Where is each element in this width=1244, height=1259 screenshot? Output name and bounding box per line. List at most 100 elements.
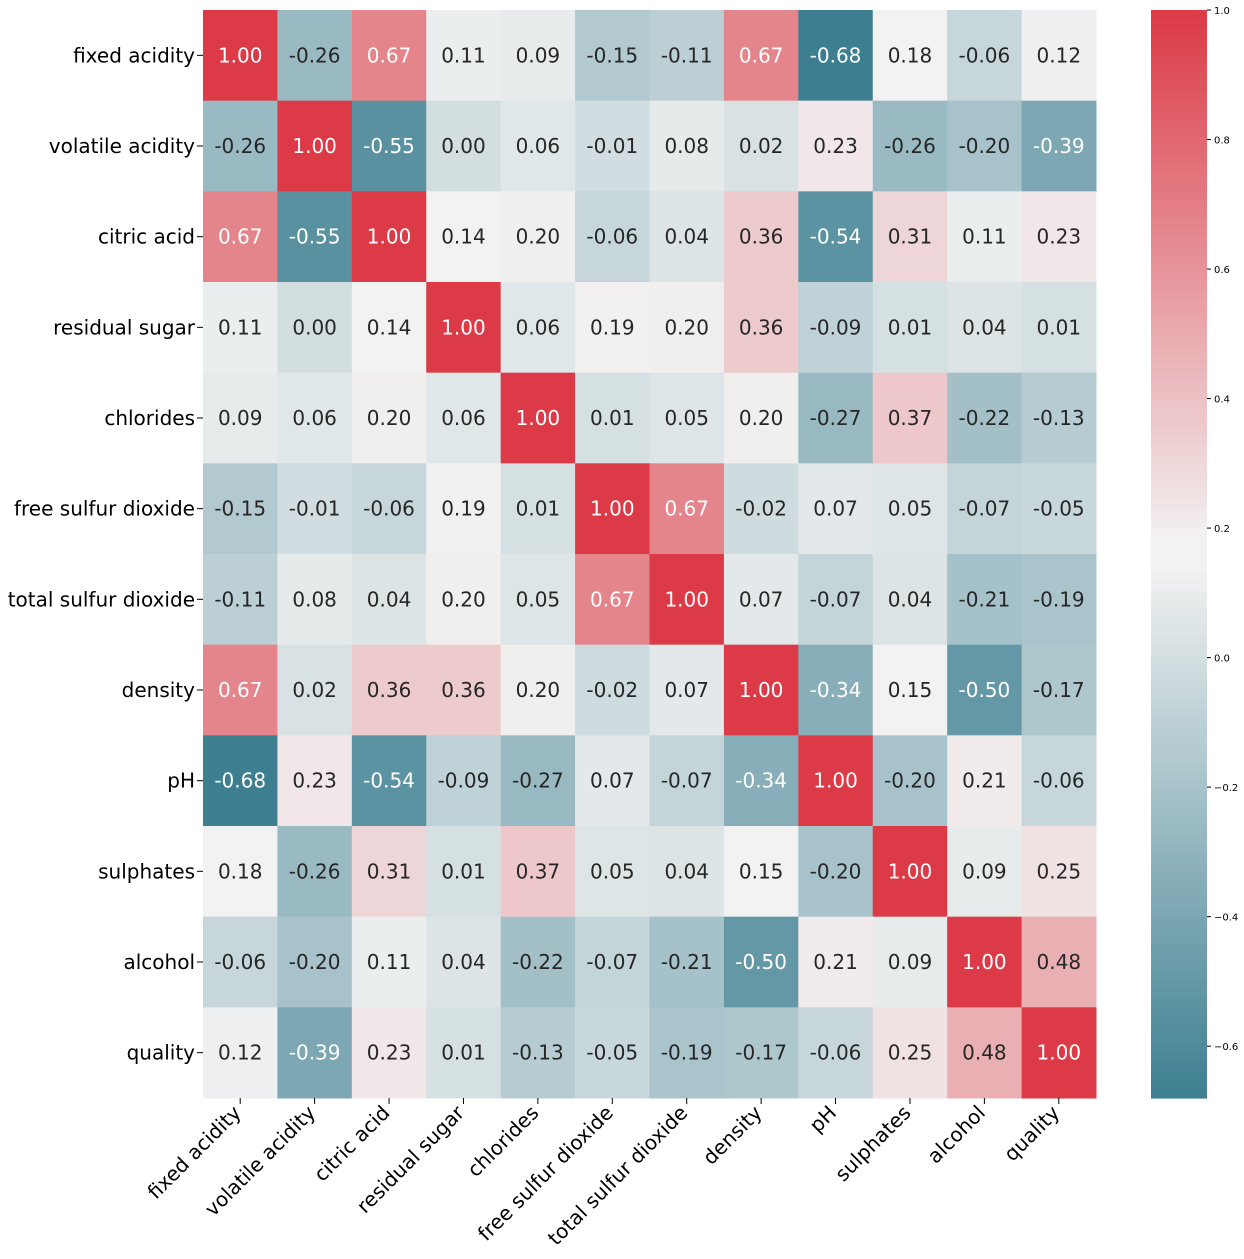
cell-value-label: 0.37: [516, 859, 561, 883]
cell-value-label: -0.06: [810, 1041, 862, 1065]
colorbar-segment: [1151, 753, 1207, 764]
heatmap-cell-quality-sulphates: [872, 1007, 948, 1099]
colorbar-segment: [1151, 762, 1207, 773]
colorbar-tick-label: −0.2: [1214, 783, 1238, 794]
heatmap-cell-sulphates-residual-sugar: [426, 826, 502, 918]
heatmap-cell-fixed-acidity-chlorides: [500, 10, 576, 102]
cell-value-label: 0.11: [218, 315, 263, 339]
heatmap-cell-volatile-acidity-citric-acid: [351, 100, 427, 192]
cell-value-label: -0.27: [810, 406, 862, 430]
colorbar-segment: [1151, 853, 1207, 863]
heatmap-cell-total-sulfur-dioxide-alcohol: [947, 554, 1023, 646]
heatmap-cell-volatile-acidity-residual-sugar: [426, 100, 502, 192]
heatmap-cell-citric-acid-citric-acid: [351, 191, 427, 283]
colorbar-segment: [1151, 354, 1207, 365]
cell-value-label: 1.00: [888, 859, 933, 883]
heatmap-cell-chlorides-chlorides: [500, 372, 576, 464]
cell-value-label: 0.36: [367, 678, 412, 702]
heatmap-cell-ph-chlorides: [500, 735, 576, 827]
cell-value-label: 0.14: [367, 315, 412, 339]
column-label-density: density: [698, 1100, 767, 1169]
colorbar-segment: [1151, 363, 1207, 374]
heatmap-cell-fixed-acidity-total-sulfur-dioxide: [649, 10, 725, 102]
row-label-quality: quality: [127, 1041, 196, 1065]
heatmap-cell-citric-acid-quality: [1021, 191, 1097, 283]
cell-value-label: -0.20: [959, 134, 1011, 158]
heatmap-cell-ph-density: [723, 735, 799, 827]
colorbar-segment: [1151, 345, 1207, 356]
cell-value-label: -0.07: [959, 497, 1011, 521]
heatmap-cell-alcohol-fixed-acidity: [203, 916, 278, 1008]
colorbar-segment: [1151, 1079, 1207, 1090]
colorbar-segment: [1151, 427, 1207, 437]
colorbar-segment: [1151, 300, 1207, 310]
cell-value-label: 0.14: [441, 225, 486, 249]
heatmap-cell-free-sulfur-dioxide-density: [723, 463, 799, 555]
cell-value-label: 0.15: [739, 859, 784, 883]
row-label-chlorides: chlorides: [104, 406, 195, 430]
colorbar-segment: [1151, 644, 1207, 655]
heatmap-cell-residual-sugar-sulphates: [872, 282, 948, 374]
cell-value-label: 1.00: [1037, 1041, 1082, 1065]
heatmap-cell-alcohol-density: [723, 916, 799, 1008]
cell-value-label: 0.19: [441, 497, 486, 521]
cell-value-label: -0.54: [363, 769, 415, 793]
heatmap-cell-sulphates-quality: [1021, 826, 1097, 918]
colorbar-segment: [1151, 962, 1207, 972]
cell-value-label: -0.26: [289, 859, 341, 883]
heatmap-cell-sulphates-ph: [798, 826, 874, 918]
heatmap-cell-alcohol-total-sulfur-dioxide: [649, 916, 725, 1008]
colorbar-segment: [1151, 789, 1207, 800]
heatmap-cell-alcohol-chlorides: [500, 916, 576, 1008]
heatmap-cell-citric-acid-sulphates: [872, 191, 948, 283]
column-label-total-sulfur-dioxide: total sulfur dioxide: [543, 1101, 692, 1250]
heatmap-cell-alcohol-residual-sugar: [426, 916, 502, 1008]
colorbar-segment: [1151, 182, 1207, 192]
heatmap-cell-fixed-acidity-volatile-acidity: [277, 10, 353, 102]
heatmap-cell-chlorides-residual-sugar: [426, 372, 502, 464]
row-label-sulphates: sulphates: [98, 859, 195, 883]
colorbar-segment: [1151, 934, 1207, 945]
colorbar-segment: [1151, 100, 1207, 111]
heatmap-cell-free-sulfur-dioxide-quality: [1021, 463, 1097, 555]
heatmap-cell-sulphates-volatile-acidity: [277, 826, 353, 918]
colorbar-segment: [1151, 1016, 1207, 1027]
cell-value-label: -0.17: [1033, 678, 1085, 702]
heatmap-cell-volatile-acidity-density: [723, 100, 799, 192]
cell-value-label: 0.08: [664, 134, 709, 158]
heatmap-cell-fixed-acidity-fixed-acidity: [203, 10, 278, 102]
heatmap-cell-fixed-acidity-quality: [1021, 10, 1097, 102]
cell-value-label: 0.20: [664, 315, 709, 339]
heatmap-cell-density-density: [723, 644, 799, 736]
colorbar-segment: [1151, 381, 1207, 392]
column-label-alcohol: alcohol: [922, 1101, 990, 1169]
heatmap-cell-quality-chlorides: [500, 1007, 576, 1099]
colorbar-segment: [1151, 463, 1207, 473]
colorbar-segment: [1151, 744, 1207, 755]
colorbar-segment: [1151, 952, 1207, 963]
colorbar-segment: [1151, 798, 1207, 809]
cell-value-label: -0.05: [1033, 497, 1085, 521]
cell-value-label: 0.36: [739, 225, 784, 249]
cell-value-label: -0.34: [810, 678, 862, 702]
heatmap-cell-sulphates-citric-acid: [351, 826, 427, 918]
cell-value-label: -0.26: [214, 134, 266, 158]
cell-value-label: 0.31: [367, 859, 412, 883]
colorbar-segment: [1151, 55, 1207, 65]
colorbar-segment: [1151, 1052, 1207, 1063]
heatmap-cell-fixed-acidity-citric-acid: [351, 10, 427, 102]
cell-value-label: -0.13: [512, 1041, 564, 1065]
colorbar-segment: [1151, 989, 1207, 999]
heatmap-cell-free-sulfur-dioxide-fixed-acidity: [203, 463, 278, 555]
heatmap-cell-sulphates-sulphates: [872, 826, 948, 918]
heatmap-cell-total-sulfur-dioxide-free-sulfur-dioxide: [575, 554, 650, 646]
heatmap-cell-total-sulfur-dioxide-quality: [1021, 554, 1097, 646]
heatmap-cell-quality-quality: [1021, 1007, 1097, 1099]
heatmap-cell-free-sulfur-dioxide-ph: [798, 463, 874, 555]
heatmap-cell-density-citric-acid: [351, 644, 427, 736]
cell-value-label: 0.07: [590, 769, 635, 793]
colorbar-segment: [1151, 218, 1207, 229]
colorbar-segment: [1151, 925, 1207, 936]
cell-value-label: 0.20: [441, 587, 486, 611]
